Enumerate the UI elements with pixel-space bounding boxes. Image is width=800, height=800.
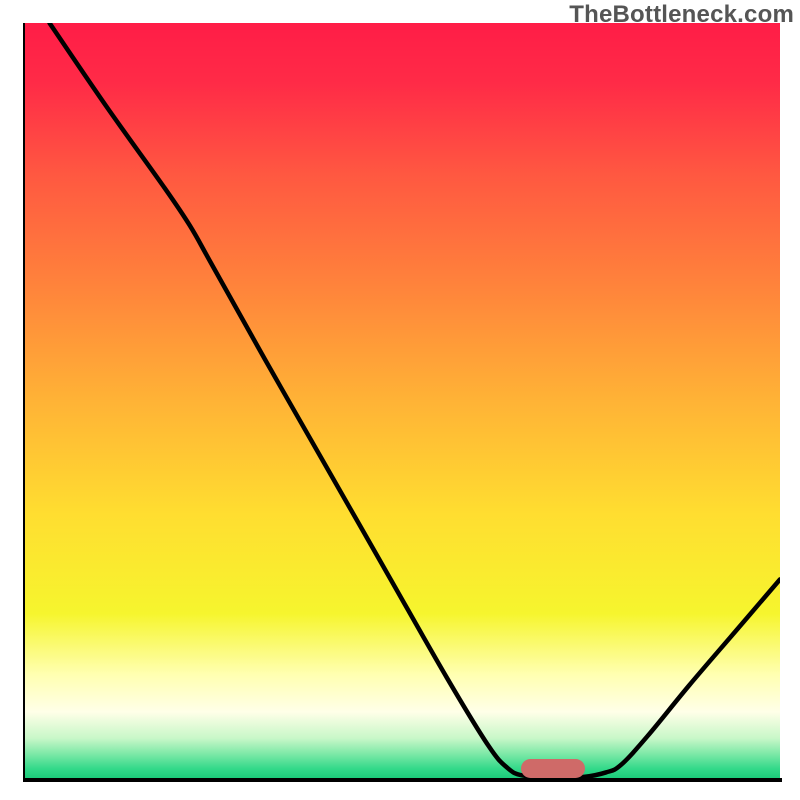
plot-area <box>23 23 780 780</box>
chart-container: TheBottleneck.com <box>0 0 800 800</box>
axes <box>23 23 784 784</box>
